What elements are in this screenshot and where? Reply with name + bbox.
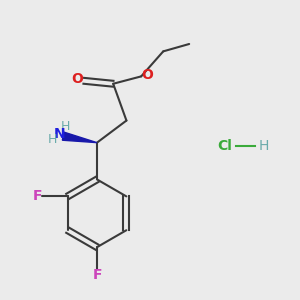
Text: H: H xyxy=(61,120,70,133)
Text: F: F xyxy=(92,268,102,282)
Text: H: H xyxy=(47,133,57,146)
Text: H: H xyxy=(258,139,268,153)
Text: F: F xyxy=(32,189,42,203)
Text: O: O xyxy=(71,72,83,86)
Text: N: N xyxy=(54,127,65,141)
Polygon shape xyxy=(62,132,97,142)
Text: O: O xyxy=(142,68,154,82)
Text: Cl: Cl xyxy=(218,139,232,153)
